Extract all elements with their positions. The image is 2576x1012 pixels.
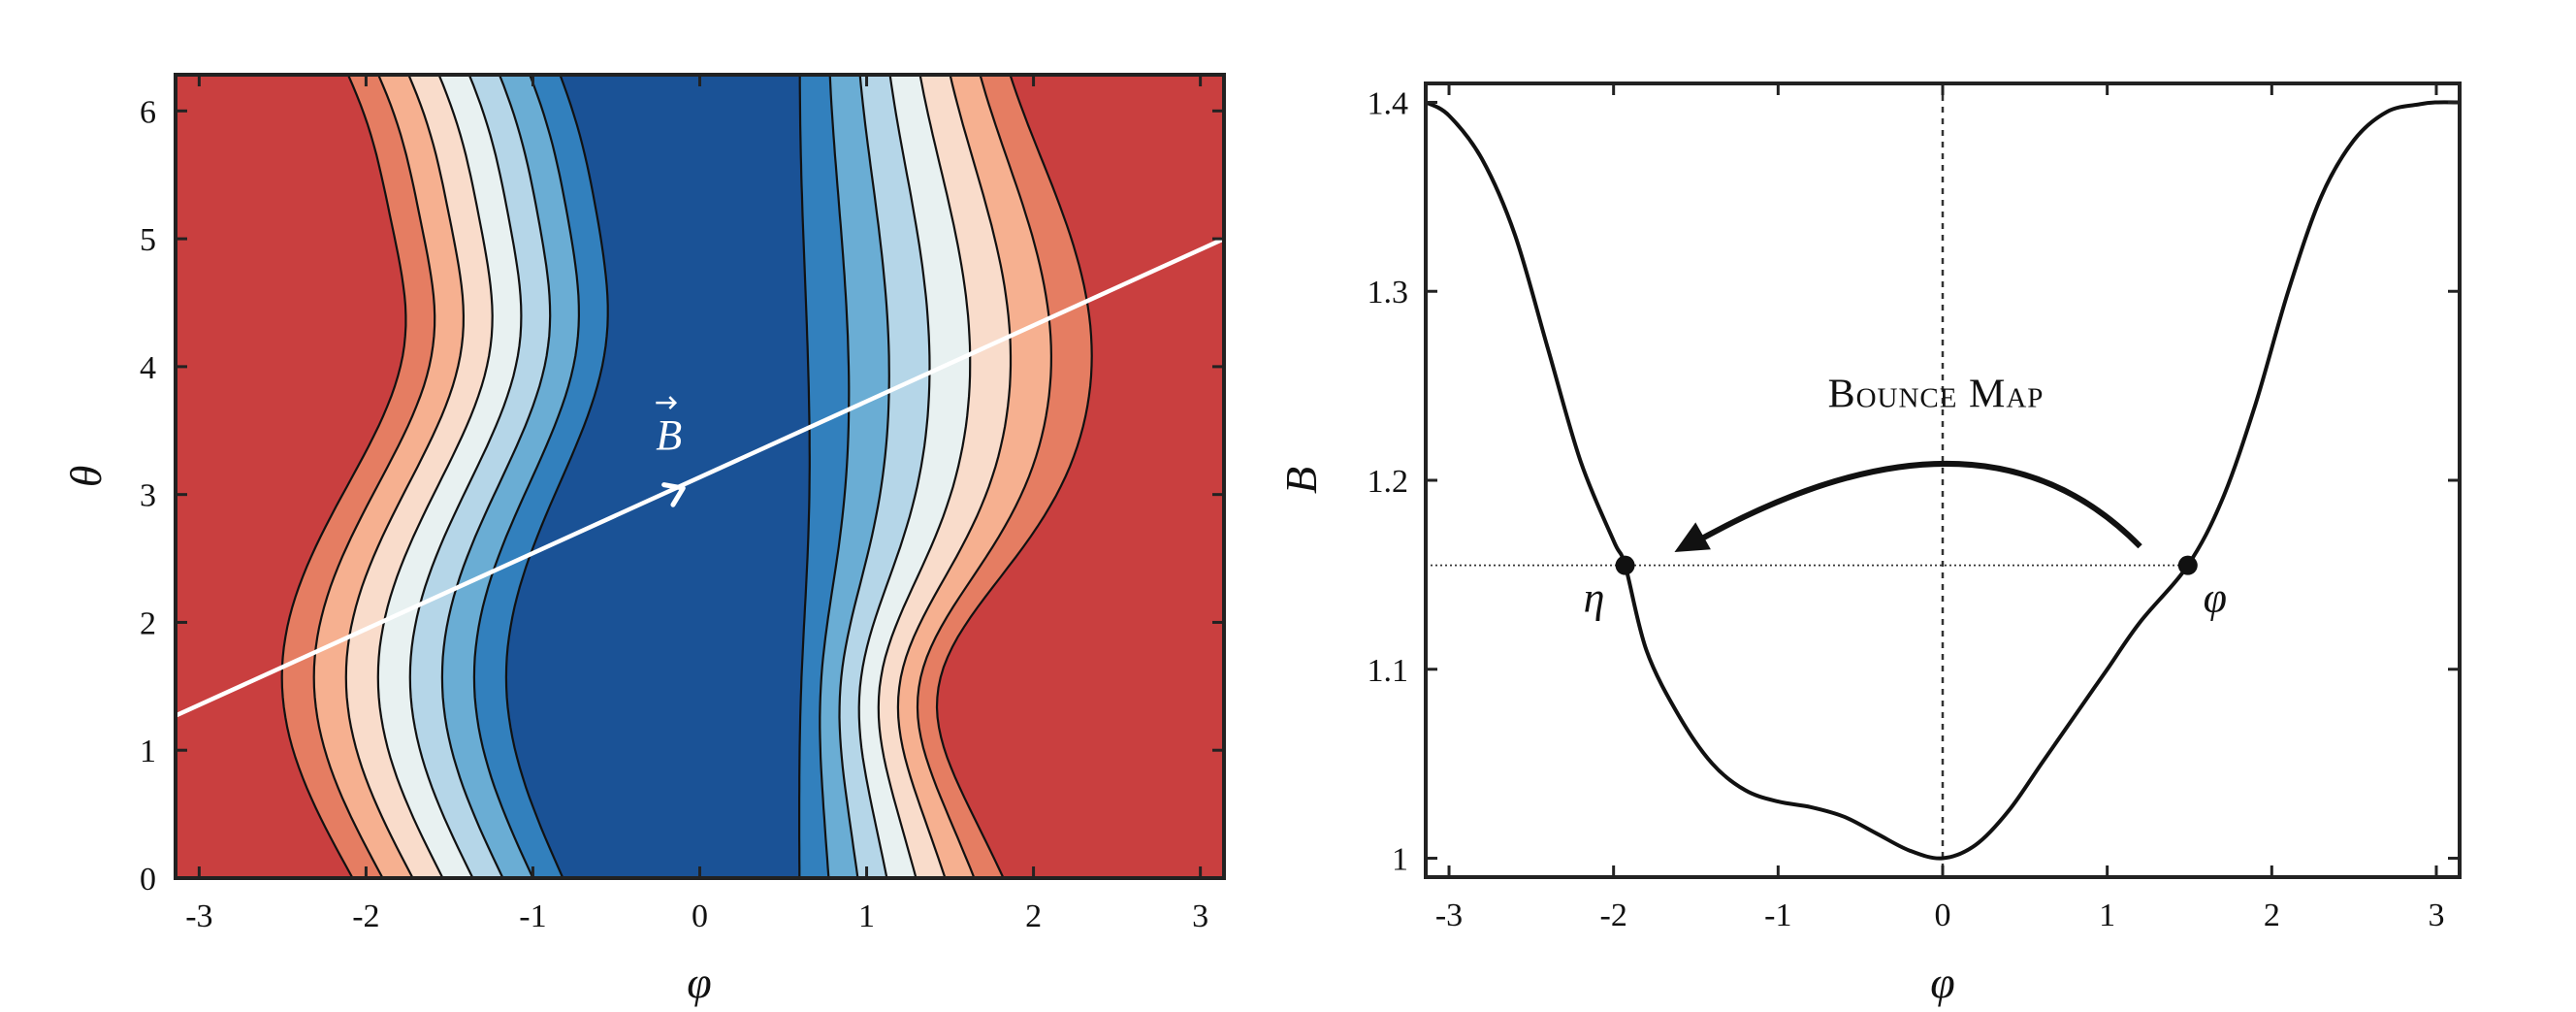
- contour-line: [472, 75, 581, 878]
- x-tick-label: 2: [1025, 898, 1042, 934]
- contour-line: [440, 75, 552, 878]
- right-axis-ticks: -3 -2 -1 0 1 2 3 1 1.1 1.2 1.3 1.4: [1368, 83, 2460, 933]
- guide-lines: [1426, 83, 2188, 877]
- contour-line: [838, 75, 890, 878]
- x-tick-label: -3: [185, 898, 212, 934]
- left-axis-ticks: -3 -2 -1 0 1 2 3 0 1 2 3 4 5 6: [140, 75, 1224, 934]
- field-line-arrow: [661, 482, 686, 507]
- contour-line: [798, 75, 811, 878]
- y-tick-label: 1: [1392, 842, 1408, 878]
- contour-line: [935, 75, 1093, 878]
- x-tick-label: 3: [1192, 898, 1208, 934]
- contour-bands: [176, 75, 1224, 878]
- contour-line: [280, 75, 407, 878]
- contour-line: [896, 75, 1013, 878]
- right-x-axis-label: φ: [1930, 958, 1954, 1007]
- y-tick-label: 6: [140, 94, 156, 130]
- bounce-map-arrow: [1686, 460, 2142, 549]
- x-tick-label: 1: [858, 898, 875, 934]
- left-y-axis-label: θ: [61, 466, 111, 488]
- contour-line: [819, 75, 851, 878]
- marker-point: [1615, 555, 1635, 575]
- point-label: η: [1584, 574, 1605, 622]
- y-tick-label: 1.2: [1368, 464, 1409, 500]
- contour-line: [344, 75, 466, 878]
- contour-line: [877, 75, 972, 878]
- x-tick-label: -2: [352, 898, 379, 934]
- contour-plot-panel: -3 -2 -1 0 1 2 3 0 1 2 3 4 5 6 B⃗ φ θ: [61, 73, 1226, 1007]
- point-label: φ: [2204, 574, 2227, 622]
- right-y-axis-label: B: [1276, 467, 1326, 494]
- line-series: [1426, 100, 2460, 861]
- contour-line: [408, 75, 523, 878]
- bounce-map-annotation: Bounce Map: [1828, 372, 2045, 416]
- y-tick-label: 3: [140, 478, 156, 514]
- field-line-label: B⃗: [656, 411, 715, 459]
- x-tick-label: 3: [2428, 898, 2444, 933]
- x-tick-label: -2: [1600, 898, 1627, 933]
- vector-accent: [656, 396, 678, 409]
- x-tick-label: 1: [2099, 898, 2115, 933]
- y-tick-label: 1.4: [1368, 85, 1409, 121]
- y-tick-label: 1.1: [1368, 653, 1409, 689]
- x-tick-label: -3: [1435, 898, 1463, 933]
- x-tick-label: 2: [2264, 898, 2280, 933]
- y-tick-label: 5: [140, 222, 156, 258]
- bounce-map-arrowhead: [1674, 522, 1711, 553]
- x-tick-label: -1: [519, 898, 546, 934]
- contour-line: [312, 75, 436, 878]
- y-tick-label: 1.3: [1368, 275, 1409, 310]
- field-line: [176, 237, 1224, 718]
- contour-line: [916, 75, 1053, 878]
- series-line: [1426, 100, 2460, 861]
- y-tick-label: 4: [140, 350, 156, 386]
- y-tick-label: 1: [140, 734, 156, 769]
- y-tick-label: 0: [140, 862, 156, 898]
- x-tick-label: 0: [692, 898, 708, 934]
- contour-lines: [280, 75, 1093, 878]
- contour-line: [376, 75, 494, 878]
- marker-point: [2177, 555, 2198, 575]
- contour-line: [504, 75, 609, 878]
- x-tick-label: 0: [1935, 898, 1951, 933]
- contour-line: [857, 75, 931, 878]
- left-x-axis-label: φ: [687, 958, 711, 1007]
- field-line-path: [176, 237, 1224, 718]
- x-tick-label: -1: [1764, 898, 1791, 933]
- y-tick-label: 2: [140, 605, 156, 641]
- contour-band: [505, 75, 810, 878]
